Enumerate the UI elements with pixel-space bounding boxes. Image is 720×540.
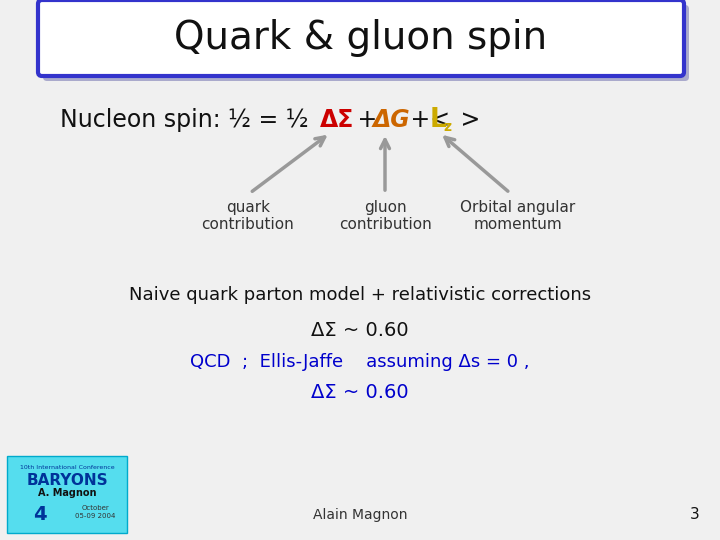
Text: QCD  ;  Ellis-Jaffe    assuming Δs = 0 ,: QCD ; Ellis-Jaffe assuming Δs = 0 , [190, 353, 530, 371]
Text: BARYONS: BARYONS [26, 473, 108, 488]
Text: Nucleon spin: ½ = ½: Nucleon spin: ½ = ½ [60, 108, 316, 132]
Text: Orbital angular
momentum: Orbital angular momentum [460, 200, 575, 232]
Text: L: L [430, 107, 446, 133]
Text: ΔΣ ~ 0.60: ΔΣ ~ 0.60 [311, 382, 409, 402]
Text: +<: +< [403, 108, 450, 132]
Text: +: + [350, 108, 384, 132]
Text: October: October [81, 505, 109, 511]
Text: 4: 4 [33, 505, 47, 524]
Text: >: > [453, 108, 480, 132]
FancyBboxPatch shape [43, 5, 689, 81]
Text: Alain Magnon: Alain Magnon [312, 508, 408, 522]
Text: gluon
contribution: gluon contribution [338, 200, 431, 232]
Text: quark
contribution: quark contribution [202, 200, 294, 232]
FancyBboxPatch shape [38, 0, 684, 76]
Text: A. Magnon: A. Magnon [37, 488, 96, 498]
Text: 10th International Conference: 10th International Conference [19, 465, 114, 470]
Text: 3: 3 [690, 507, 700, 522]
Text: Quark & gluon spin: Quark & gluon spin [174, 19, 548, 57]
FancyBboxPatch shape [7, 456, 127, 533]
Text: z: z [443, 120, 451, 134]
Text: ΔΣ ~ 0.60: ΔΣ ~ 0.60 [311, 321, 409, 340]
Text: ΔΣ: ΔΣ [320, 108, 354, 132]
Text: Naive quark parton model + relativistic corrections: Naive quark parton model + relativistic … [129, 286, 591, 304]
Text: 05-09 2004: 05-09 2004 [75, 513, 115, 519]
Text: ΔG: ΔG [373, 108, 410, 132]
